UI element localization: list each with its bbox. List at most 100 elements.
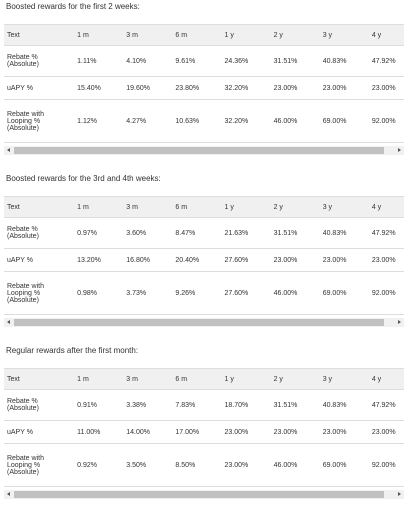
cell: 18.70% [221, 389, 271, 421]
cell: 32.20% [221, 76, 271, 100]
cell: 69.00% [319, 99, 369, 143]
cell: 27.60% [221, 248, 271, 272]
cell: 31.51% [270, 389, 320, 421]
row-label: Rebate with Looping % (Absolute) [4, 99, 75, 143]
scrollbar[interactable] [4, 490, 404, 499]
section: Boosted rewards for the first 2 weeks: Te… [0, 0, 408, 172]
cell: 32.20% [221, 99, 271, 143]
cell: 46.00% [270, 271, 320, 315]
header-cell: 4 y [368, 196, 404, 218]
header-cell: 1 y [221, 368, 271, 390]
cell: 23.00% [368, 248, 404, 272]
cell: 8.50% [172, 443, 222, 487]
scrollbar[interactable] [4, 318, 404, 327]
cell: 21.63% [221, 217, 271, 249]
header-cell: 1 y [221, 196, 271, 218]
header-cell: Text [4, 24, 75, 46]
header-cell: 4 y [368, 368, 404, 390]
cell: 24.36% [221, 45, 271, 77]
cell: 15.40% [74, 76, 124, 100]
header-cell: 3 m [123, 368, 173, 390]
cell: 3.50% [123, 443, 173, 487]
cell: 7.83% [172, 389, 222, 421]
header-cell: 2 y [270, 24, 320, 46]
scroll-left[interactable] [7, 320, 10, 324]
header-cell: 6 m [172, 196, 222, 218]
cell: 23.00% [319, 420, 369, 444]
scroll-thumb[interactable] [14, 491, 384, 498]
cell: 69.00% [319, 271, 369, 315]
cell: 23.00% [270, 420, 320, 444]
header-cell: Text [4, 196, 75, 218]
cell: 3.60% [123, 217, 173, 249]
header-cell: 1 m [74, 196, 124, 218]
cell: 47.92% [368, 45, 404, 77]
header-cell: 3 m [123, 24, 173, 46]
table-row: Rebate with Looping % (Absolute) 1.12% 4.2… [4, 99, 404, 143]
cell: 23.00% [319, 248, 369, 272]
cell: 20.40% [172, 248, 222, 272]
section: Boosted rewards for the 3rd and 4th week… [0, 172, 408, 344]
cell: 23.00% [368, 76, 404, 100]
cell: 46.00% [270, 443, 320, 487]
header-cell: Text [4, 368, 75, 390]
cell: 8.47% [172, 217, 222, 249]
header-cell: 2 y [270, 196, 320, 218]
cell: 0.91% [74, 389, 124, 421]
cell: 47.92% [368, 389, 404, 421]
cell: 13.20% [74, 248, 124, 272]
cell: 27.60% [221, 271, 271, 315]
scrollbar[interactable] [4, 146, 404, 155]
table-row: Rebate with Looping % (Absolute) 0.92% 3.5… [4, 443, 404, 487]
cell: 17.00% [172, 420, 222, 444]
cell: 23.00% [221, 443, 271, 487]
cell: 92.00% [368, 271, 404, 315]
table-row: uAPY % 13.20% 16.80% 20.40% 27.60% 23.00% 23.0… [4, 248, 404, 272]
cell: 19.60% [123, 76, 173, 100]
scroll-thumb[interactable] [14, 319, 384, 326]
cell: 10.63% [172, 99, 222, 143]
scroll-left[interactable] [7, 492, 10, 496]
cell: 69.00% [319, 443, 369, 487]
cell: 9.26% [172, 271, 222, 315]
header-cell: 6 m [172, 368, 222, 390]
caption: Regular rewards after the first month: [6, 346, 139, 355]
section: Regular rewards after the first month: Te… [0, 344, 408, 516]
cell: 46.00% [270, 99, 320, 143]
scroll-right[interactable] [398, 320, 401, 324]
scroll-thumb[interactable] [14, 147, 384, 154]
table-row: uAPY % 15.40% 19.60% 23.80% 32.20% 23.00% 23.0… [4, 76, 404, 100]
cell: 92.00% [368, 99, 404, 143]
scroll-right[interactable] [398, 492, 401, 496]
row-label: Rebate % (Absolute) [4, 217, 75, 249]
cell: 23.00% [270, 248, 320, 272]
header-cell: 6 m [172, 24, 222, 46]
cell: 1.12% [74, 99, 124, 143]
cell: 23.00% [368, 420, 404, 444]
header-cell: 3 y [319, 24, 369, 46]
row-label: uAPY % [4, 76, 75, 100]
row-label: Rebate % (Absolute) [4, 45, 75, 77]
cell: 40.83% [319, 389, 369, 421]
cell: 23.00% [319, 76, 369, 100]
header-cell: 3 y [319, 196, 369, 218]
row-label: Rebate % (Absolute) [4, 389, 75, 421]
table-row: Rebate % (Absolute) 0.97% 3.60% 8.47% 21.63%… [4, 217, 404, 249]
scroll-right[interactable] [398, 148, 401, 152]
cell: 47.92% [368, 217, 404, 249]
header-cell: 1 m [74, 24, 124, 46]
header-cell: 4 y [368, 24, 404, 46]
cell: 3.73% [123, 271, 173, 315]
header-cell: 1 y [221, 24, 271, 46]
table-row: Rebate % (Absolute) 0.91% 3.38% 7.83% 18.70%… [4, 389, 404, 421]
cell: 3.38% [123, 389, 173, 421]
cell: 31.51% [270, 217, 320, 249]
scroll-left[interactable] [7, 148, 10, 152]
